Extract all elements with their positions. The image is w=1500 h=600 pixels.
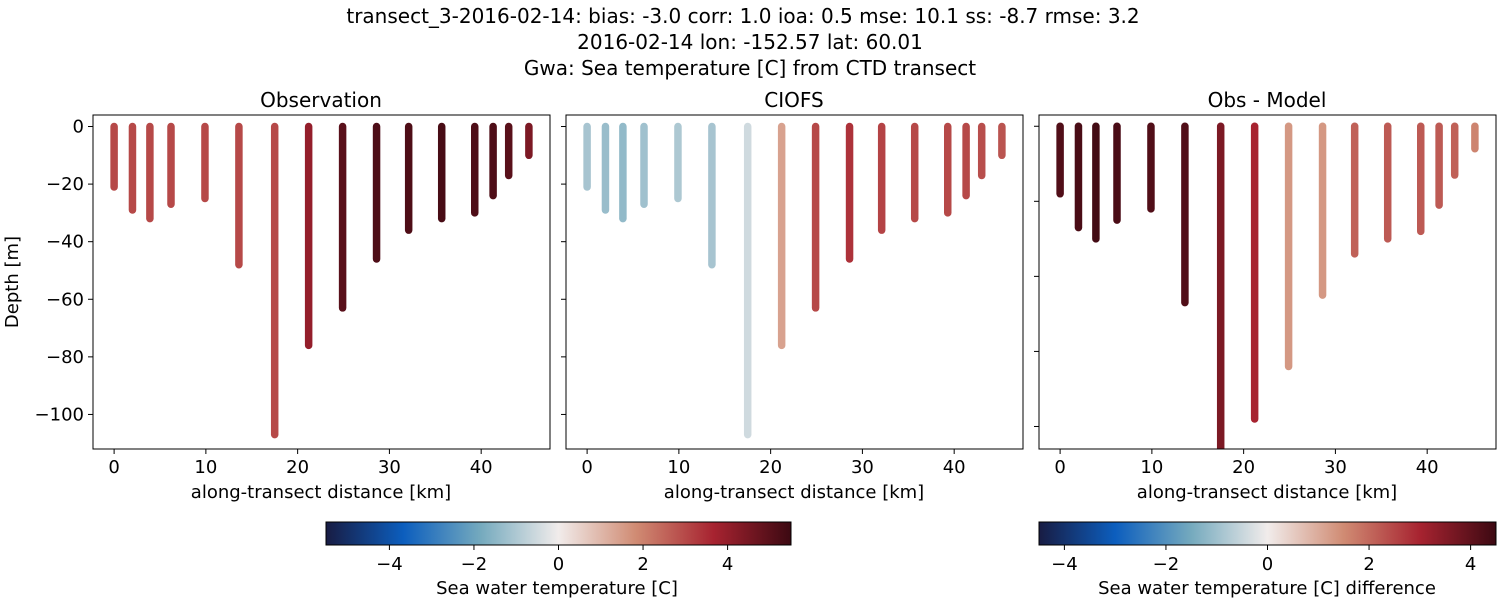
x-tick-label: 10 xyxy=(1140,457,1163,478)
panel-observation: Observation 0 10 20 30 40 0−20−40−60−80−100 … xyxy=(2,88,551,503)
x-tick-label: 40 xyxy=(470,457,493,478)
y-axis-label-depth: Depth [m] xyxy=(2,236,23,328)
observation-plot-frame xyxy=(92,114,551,450)
suptitle-line-3: Gwa: Sea temperature [C] from CTD transe… xyxy=(524,56,976,80)
panel-title-ciofs: CIOFS xyxy=(764,88,823,112)
colorbar-difference-ticks: −4 −2 0 2 4 xyxy=(1051,545,1476,575)
difference-x-axis-label: along-transect distance [km] xyxy=(1137,482,1397,503)
x-tick-label: 30 xyxy=(1324,457,1347,478)
colorbar-difference-label: Sea water temperature [C] difference xyxy=(1098,578,1436,599)
colorbar-tick-label: −4 xyxy=(376,554,403,575)
colorbar-difference-gradient xyxy=(1038,521,1497,546)
observation-casts xyxy=(110,122,533,439)
colorbar-difference: −4 −2 0 2 4 Sea water temperature [C] differ… xyxy=(1038,521,1497,599)
ciofs-x-ticks: 0 10 20 30 40 xyxy=(581,449,966,478)
y-tick-label: −100 xyxy=(35,404,84,425)
y-tick-label: −60 xyxy=(46,289,84,310)
observation-y-ticks: 0 −20 −40 −60 −80 −100 xyxy=(35,117,93,425)
panel-title-obs-minus-model: Obs - Model xyxy=(1208,88,1327,112)
colorbar-tick-label: −2 xyxy=(461,554,488,575)
difference-casts xyxy=(1056,122,1479,449)
x-tick-label: 0 xyxy=(581,457,592,478)
x-tick-label: 30 xyxy=(851,457,874,478)
colorbar-tick-label: −4 xyxy=(1051,554,1078,575)
suptitle-line-2: 2016-02-14 lon: -152.57 lat: 60.01 xyxy=(577,30,923,54)
colorbar-temperature: −4 −2 0 2 4 Sea water temperature [C] xyxy=(325,521,792,599)
colorbar-temperature-gradient xyxy=(325,521,792,546)
colorbar-temperature-label: Sea water temperature [C] xyxy=(436,578,678,599)
suptitle-line-1: transect_3-2016-02-14: bias: -3.0 corr: … xyxy=(346,4,1139,28)
y-tick-label: −20 xyxy=(46,174,84,195)
panel-obs-minus-model: Obs - Model 0 10 20 30 40 along-transect dis… xyxy=(1034,88,1497,503)
colorbar-tick-label: 2 xyxy=(1363,554,1374,575)
panel-title-observation: Observation xyxy=(260,88,382,112)
colorbar-tick-label: 0 xyxy=(1262,554,1273,575)
ciofs-casts xyxy=(583,122,1006,439)
x-tick-label: 0 xyxy=(108,457,119,478)
observation-x-ticks: 0 10 20 30 40 xyxy=(108,449,493,478)
y-tick-label: −40 xyxy=(46,232,84,253)
x-tick-label: 20 xyxy=(286,457,309,478)
colorbar-temperature-ticks: −4 −2 0 2 4 xyxy=(376,545,733,575)
ciofs-y-ticks xyxy=(561,126,566,415)
panel-ciofs: CIOFS 0 10 20 30 40 along-transect distance … xyxy=(561,88,1024,503)
x-tick-label: 0 xyxy=(1054,457,1065,478)
observation-x-axis-label: along-transect distance [km] xyxy=(191,482,451,503)
x-tick-label: 20 xyxy=(759,457,782,478)
colorbar-tick-label: 4 xyxy=(1465,554,1476,575)
x-tick-label: 10 xyxy=(667,457,690,478)
difference-y-ticks xyxy=(1034,125,1039,427)
colorbar-tick-label: 2 xyxy=(637,554,648,575)
difference-x-ticks: 0 10 20 30 40 xyxy=(1054,449,1439,478)
colorbar-tick-label: −2 xyxy=(1153,554,1180,575)
colorbar-tick-label: 0 xyxy=(553,554,564,575)
x-tick-label: 40 xyxy=(943,457,966,478)
y-tick-label: 0 xyxy=(73,117,84,138)
x-tick-label: 40 xyxy=(1416,457,1439,478)
ciofs-x-axis-label: along-transect distance [km] xyxy=(664,482,924,503)
x-tick-label: 10 xyxy=(194,457,217,478)
colorbar-tick-label: 4 xyxy=(722,554,733,575)
difference-plot-frame xyxy=(1038,114,1497,450)
x-tick-label: 20 xyxy=(1232,457,1255,478)
x-tick-label: 30 xyxy=(378,457,401,478)
y-tick-label: −80 xyxy=(46,347,84,368)
ciofs-plot-frame xyxy=(565,114,1024,450)
